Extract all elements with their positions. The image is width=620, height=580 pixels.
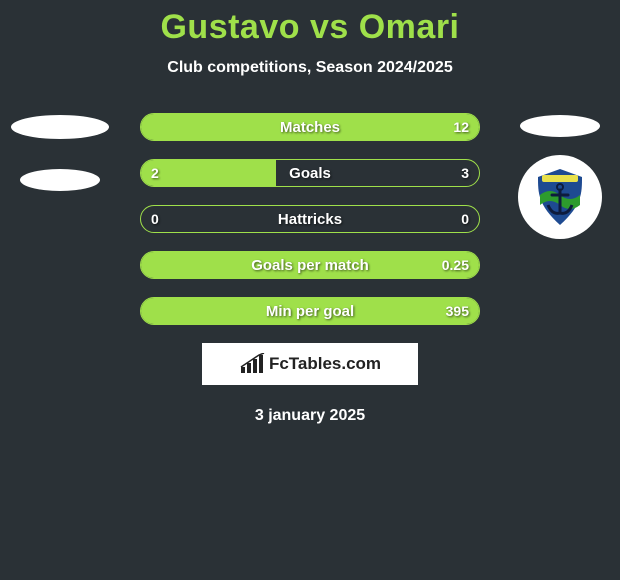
placeholder-ellipse-icon: [11, 115, 109, 139]
page-subtitle: Club competitions, Season 2024/2025: [0, 59, 620, 77]
page-title: Gustavo vs Omari: [0, 0, 620, 47]
placeholder-ellipse-icon: [20, 169, 100, 191]
shield-icon: [528, 165, 592, 229]
left-player-badge: [10, 115, 110, 245]
bar-value-right: 0: [461, 206, 469, 232]
bar-label: Hattricks: [141, 206, 479, 232]
bar-value-right: 12: [453, 114, 469, 140]
stat-bar-row: Min per goal395: [140, 297, 480, 325]
bar-label: Goals per match: [141, 252, 479, 278]
stat-bar-row: Matches12: [140, 113, 480, 141]
bar-value-right: 395: [446, 298, 469, 324]
right-player-badge: [510, 115, 610, 245]
bar-label: Goals: [141, 160, 479, 186]
footer-date: 3 january 2025: [0, 407, 620, 425]
bars-chart-icon: [239, 353, 265, 375]
bar-value-left: 2: [151, 160, 159, 186]
brand-text: FcTables.com: [269, 354, 381, 374]
club-crest-icon: [518, 155, 602, 239]
brand-box: FcTables.com: [202, 343, 418, 385]
stat-bars: Matches12 Goals2 3 Hattricks0 0 Goals per mat…: [140, 113, 480, 325]
bar-label: Matches: [141, 114, 479, 140]
stat-bar-row: Hattricks0 0: [140, 205, 480, 233]
placeholder-ellipse-icon: [520, 115, 600, 137]
bar-value-right: 3: [461, 160, 469, 186]
bar-value-right: 0.25: [442, 252, 469, 278]
bar-label: Min per goal: [141, 298, 479, 324]
stat-bar-row: Goals2 3: [140, 159, 480, 187]
stat-bar-row: Goals per match0.25: [140, 251, 480, 279]
bar-value-left: 0: [151, 206, 159, 232]
